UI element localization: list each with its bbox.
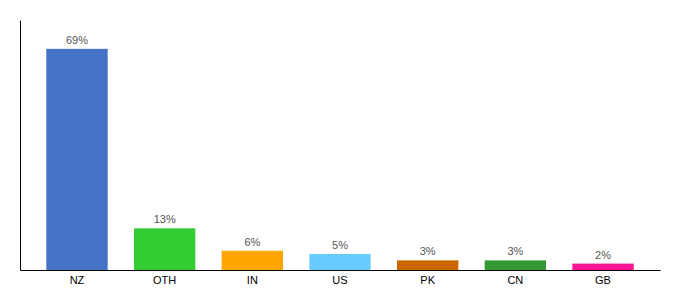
x-tick: NZ (70, 274, 85, 286)
x-tick-label: US (332, 274, 347, 286)
bar (397, 260, 458, 270)
data-label: 69% (66, 34, 88, 46)
y-axis (20, 21, 21, 271)
plot: 69% 13% 6% 5% 3% 3% 2% NZ OTH IN US PK CN GB (21, 21, 661, 286)
x-tick: GB (595, 274, 611, 286)
x-tick: OTH (153, 274, 176, 286)
data-label: 5% (332, 239, 348, 251)
bar (134, 228, 195, 270)
bars (46, 49, 633, 270)
bar (572, 264, 633, 270)
bar (485, 260, 546, 270)
data-label: 2% (595, 249, 611, 261)
data-label: 6% (244, 236, 260, 248)
x-tick-label: IN (247, 274, 258, 286)
x-tick: CN (507, 274, 523, 286)
x-tick: IN (247, 274, 258, 286)
x-tick-label: PK (420, 274, 435, 286)
bar (46, 49, 107, 270)
x-tick: US (332, 274, 347, 286)
x-tick-label: NZ (70, 274, 85, 286)
x-tick-label: GB (595, 274, 611, 286)
y-axis-line (20, 21, 21, 271)
data-label: 13% (154, 213, 176, 225)
x-axis-line (21, 270, 661, 271)
data-label: 3% (420, 245, 436, 257)
x-tick-label: OTH (153, 274, 176, 286)
x-tick-label: CN (507, 274, 523, 286)
data-labels: 69% 13% 6% 5% 3% 3% 2% (66, 34, 611, 261)
bar (309, 254, 370, 270)
chart: 69% 13% 6% 5% 3% 3% 2% NZ OTH IN US PK CN GB (0, 0, 680, 300)
data-label: 3% (507, 245, 523, 257)
x-axis: NZ OTH IN US PK CN GB (21, 271, 661, 286)
x-tick: PK (420, 274, 435, 286)
bar (222, 251, 283, 270)
